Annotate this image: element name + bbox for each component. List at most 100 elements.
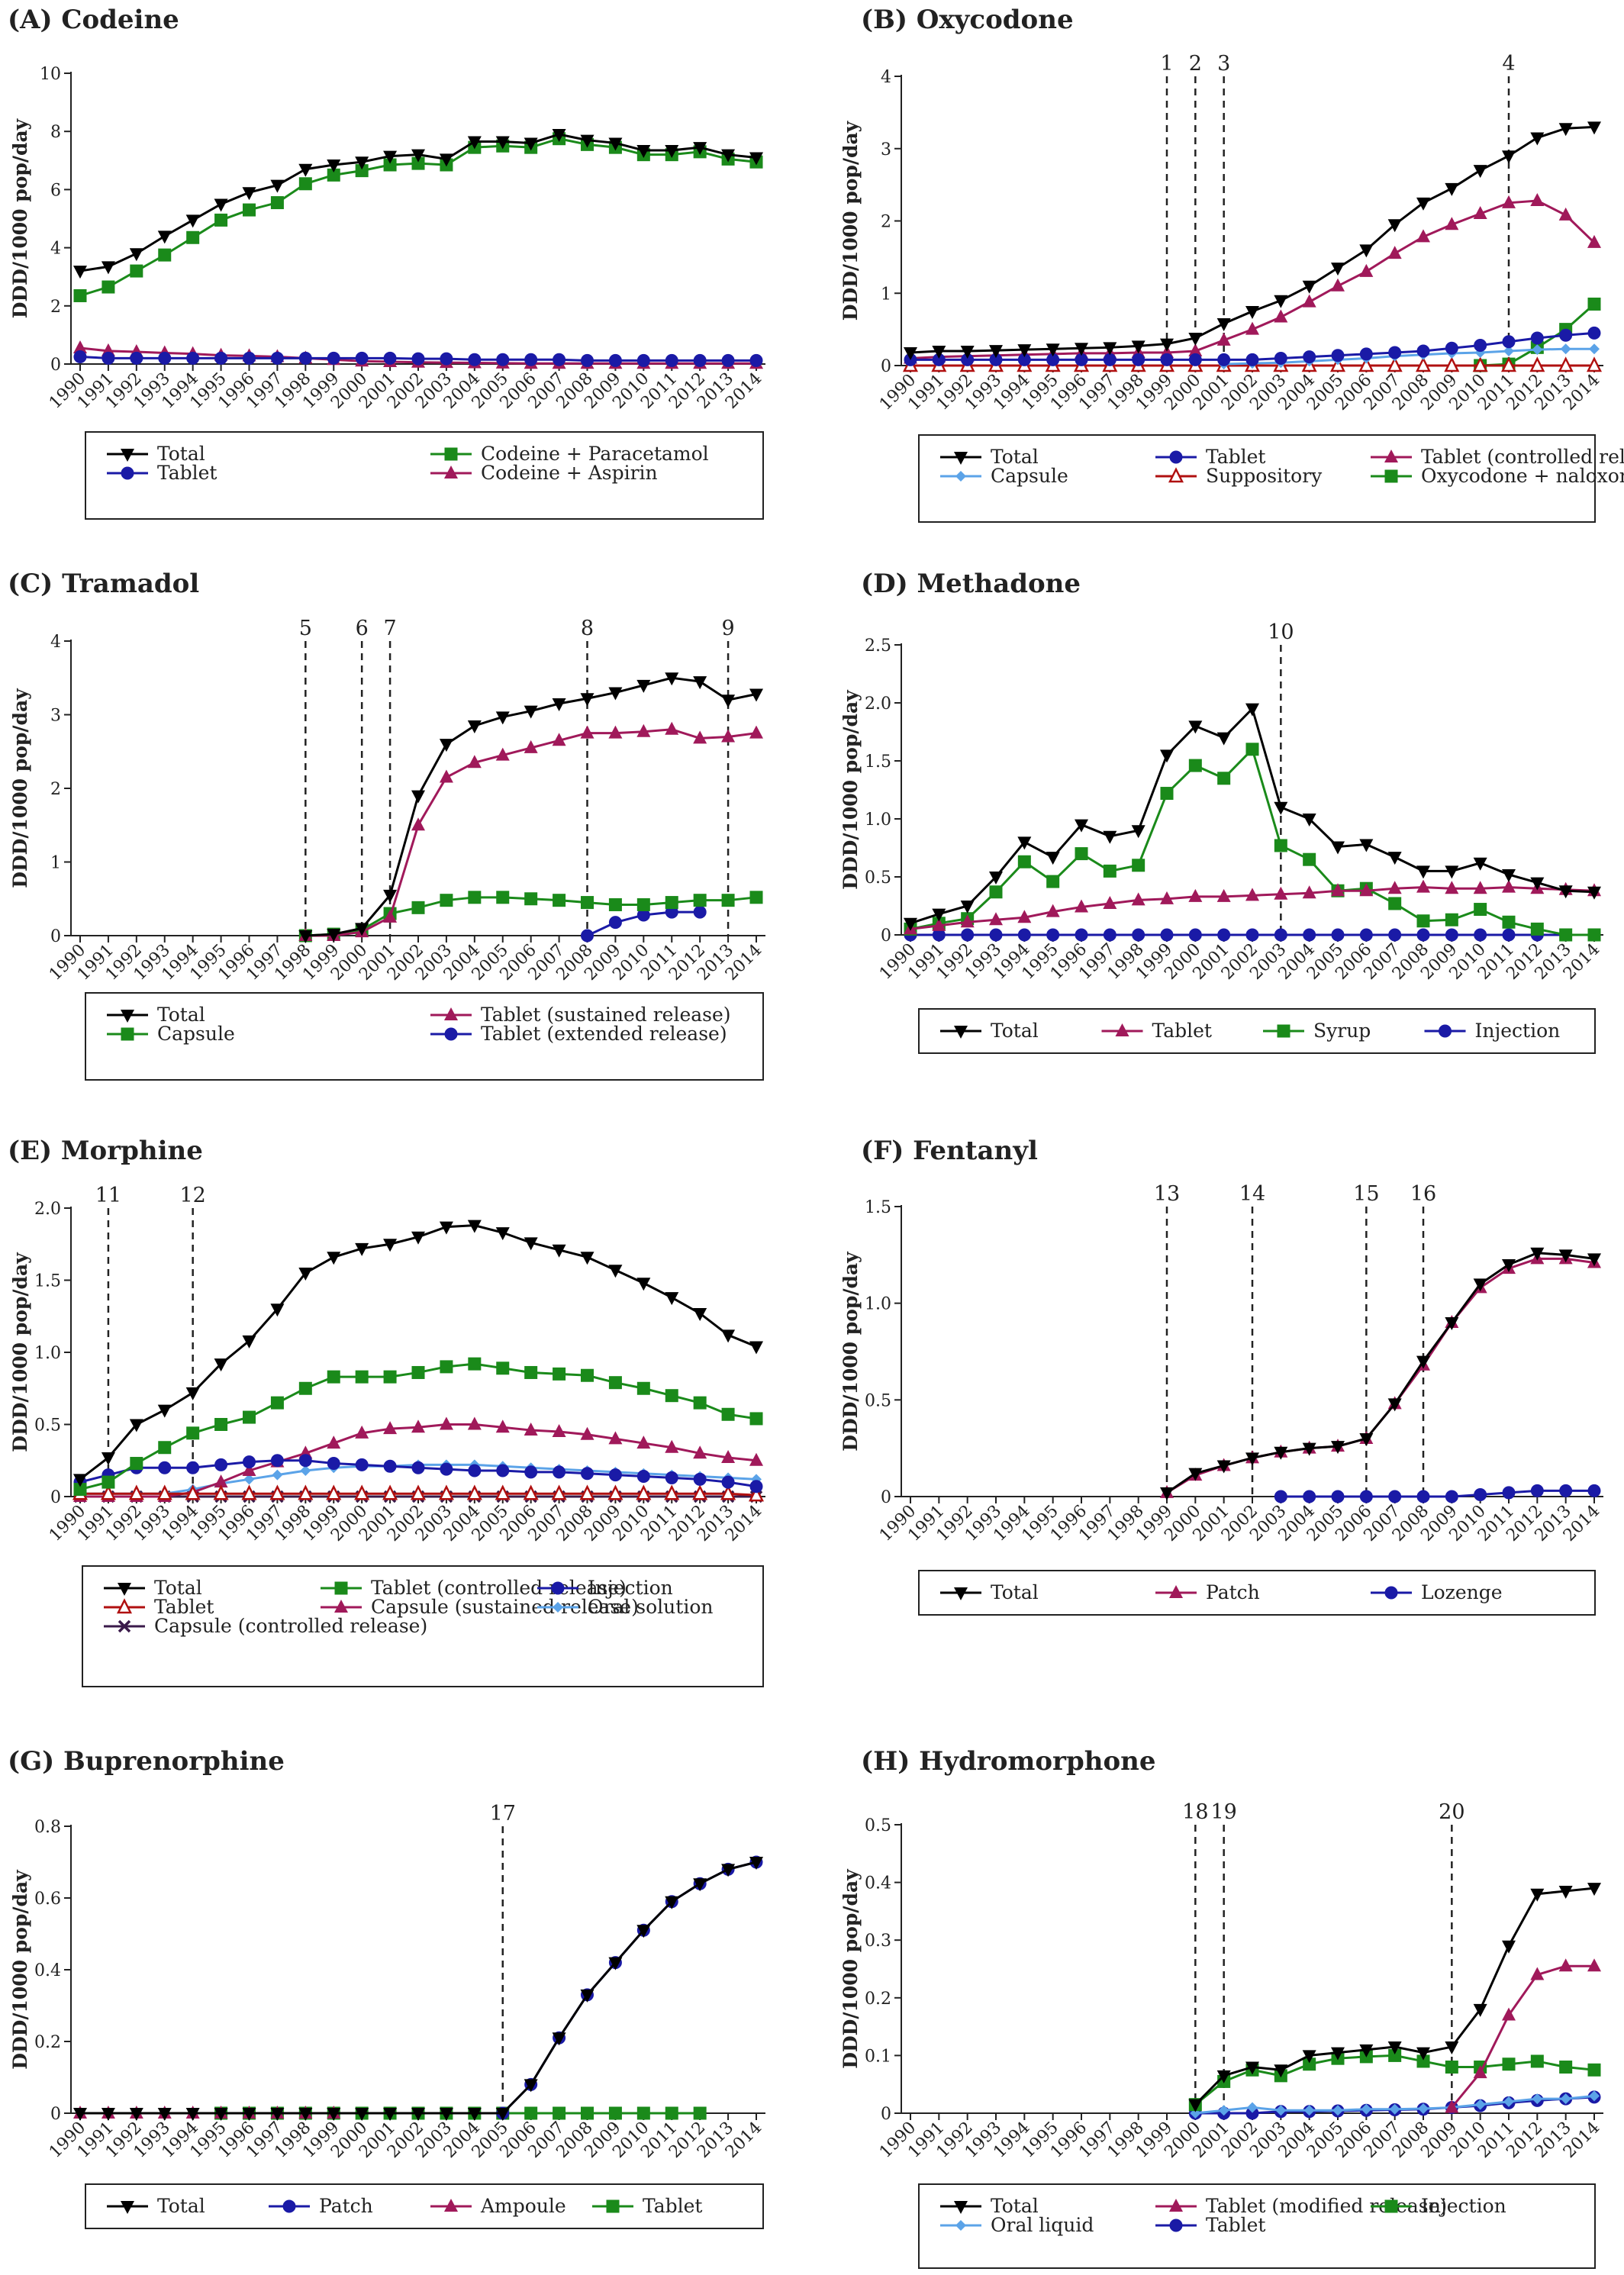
data-point: [495, 2108, 510, 2121]
data-point: [383, 889, 398, 903]
data-point: [749, 688, 763, 702]
legend-label: Tablet: [1206, 446, 1265, 468]
legend-item-codeine-paracetamol: Codeine + Paracetamol: [430, 443, 709, 465]
data-point: [693, 1472, 707, 1486]
legend-label: Ampoule: [480, 2195, 566, 2217]
data-point: [214, 2108, 228, 2121]
data-point: [693, 1396, 707, 1410]
data-point: [438, 1484, 454, 1500]
data-point: [608, 897, 622, 911]
data-point: [636, 1278, 651, 1291]
data-point: [298, 1484, 314, 1500]
data-point: [960, 901, 975, 914]
y-axis-label: DDD/1000 pop/day: [839, 1251, 862, 1452]
y-tick-label: 0.2: [865, 1990, 891, 2009]
y-axis-label: DDD/1000 pop/day: [9, 118, 31, 318]
legend-item-tablet: Tablet: [1101, 1020, 1212, 1042]
data-point: [1445, 2061, 1458, 2074]
data-point: [1445, 217, 1459, 230]
data-point: [552, 1423, 566, 1437]
data-point: [355, 1458, 369, 1471]
legend-item-patch: Patch: [1155, 1581, 1260, 1603]
data-point: [496, 891, 510, 904]
data-point: [989, 345, 1003, 359]
legend-box: [918, 1570, 1596, 1616]
event-label-17: 17: [490, 1802, 516, 1825]
data-point: [608, 916, 622, 930]
data-point: [1160, 1487, 1174, 1500]
legend-marker: [444, 466, 458, 479]
legend-marker: [1384, 2199, 1398, 2213]
data-point: [1075, 847, 1088, 861]
data-point: [468, 1357, 482, 1371]
data-point: [524, 1365, 538, 1379]
legend-item-capsule-sustained-release: Capsule (sustained release): [321, 1596, 639, 1618]
data-point: [1587, 1484, 1601, 1497]
data-point: [1245, 353, 1259, 366]
data-point: [1530, 1247, 1545, 1261]
y-tick-label: 0: [881, 357, 891, 376]
data-point: [693, 1878, 707, 1892]
data-point: [496, 1464, 510, 1477]
legend-label: Tablet: [157, 462, 217, 484]
event-label-8: 8: [581, 617, 594, 640]
panel-title: (G) Buprenorphine: [8, 1746, 285, 1777]
data-point: [1416, 879, 1430, 893]
panel-title: (F) Fentanyl: [861, 1136, 1038, 1166]
y-tick-label: 3: [50, 707, 61, 726]
data-point: [960, 914, 975, 928]
data-point: [1274, 295, 1288, 308]
data-point: [524, 705, 538, 719]
data-point: [1275, 2105, 1287, 2116]
data-point: [102, 1475, 115, 1489]
data-point: [1503, 2096, 1514, 2107]
y-tick-label: 0: [50, 927, 61, 946]
data-point: [749, 152, 763, 166]
y-tick-label: 2: [50, 780, 61, 799]
data-point: [665, 1896, 679, 1909]
data-point: [1416, 1490, 1430, 1503]
data-point: [581, 929, 594, 943]
data-point: [1331, 928, 1345, 942]
y-tick-label: 0: [50, 2105, 61, 2124]
data-point: [1559, 1484, 1573, 1497]
legend-box: [85, 2183, 764, 2229]
legend-label: Capsule (sustained release): [371, 1596, 639, 1618]
data-point: [608, 1431, 623, 1445]
data-point: [552, 2032, 566, 2046]
data-point: [156, 1484, 172, 1500]
data-point: [693, 894, 707, 907]
data-point: [1046, 852, 1060, 865]
event-label-10: 10: [1268, 620, 1294, 644]
data-point: [1302, 280, 1316, 294]
y-tick-label: 1.5: [865, 1198, 891, 1217]
series-tablet: [72, 1484, 765, 1502]
y-tick-label: 2: [881, 213, 891, 232]
data-point: [158, 1441, 172, 1455]
data-point: [1558, 356, 1574, 372]
data-point: [243, 1410, 256, 1424]
data-point: [468, 1464, 482, 1477]
data-point: [636, 2106, 650, 2120]
data-point: [1474, 1487, 1487, 1501]
panel-title: (A) Codeine: [8, 5, 179, 35]
data-point: [636, 1484, 652, 1500]
data-point: [355, 156, 369, 170]
data-point: [749, 1452, 763, 1466]
data-point: [552, 129, 566, 143]
data-point: [1302, 294, 1316, 308]
data-point: [102, 280, 115, 294]
data-point: [298, 930, 313, 943]
series-tablet-extended-release: [581, 905, 707, 943]
data-point: [1160, 353, 1174, 366]
legend-marker: [1384, 450, 1398, 462]
data-point: [748, 1486, 765, 1502]
data-point: [524, 2079, 538, 2093]
data-point: [1274, 1490, 1287, 1503]
data-point: [553, 1465, 566, 1479]
data-point: [608, 687, 623, 701]
data-point: [355, 1425, 369, 1439]
data-point: [1473, 2003, 1487, 2017]
data-point: [1502, 2007, 1516, 2021]
data-point: [1416, 914, 1430, 928]
